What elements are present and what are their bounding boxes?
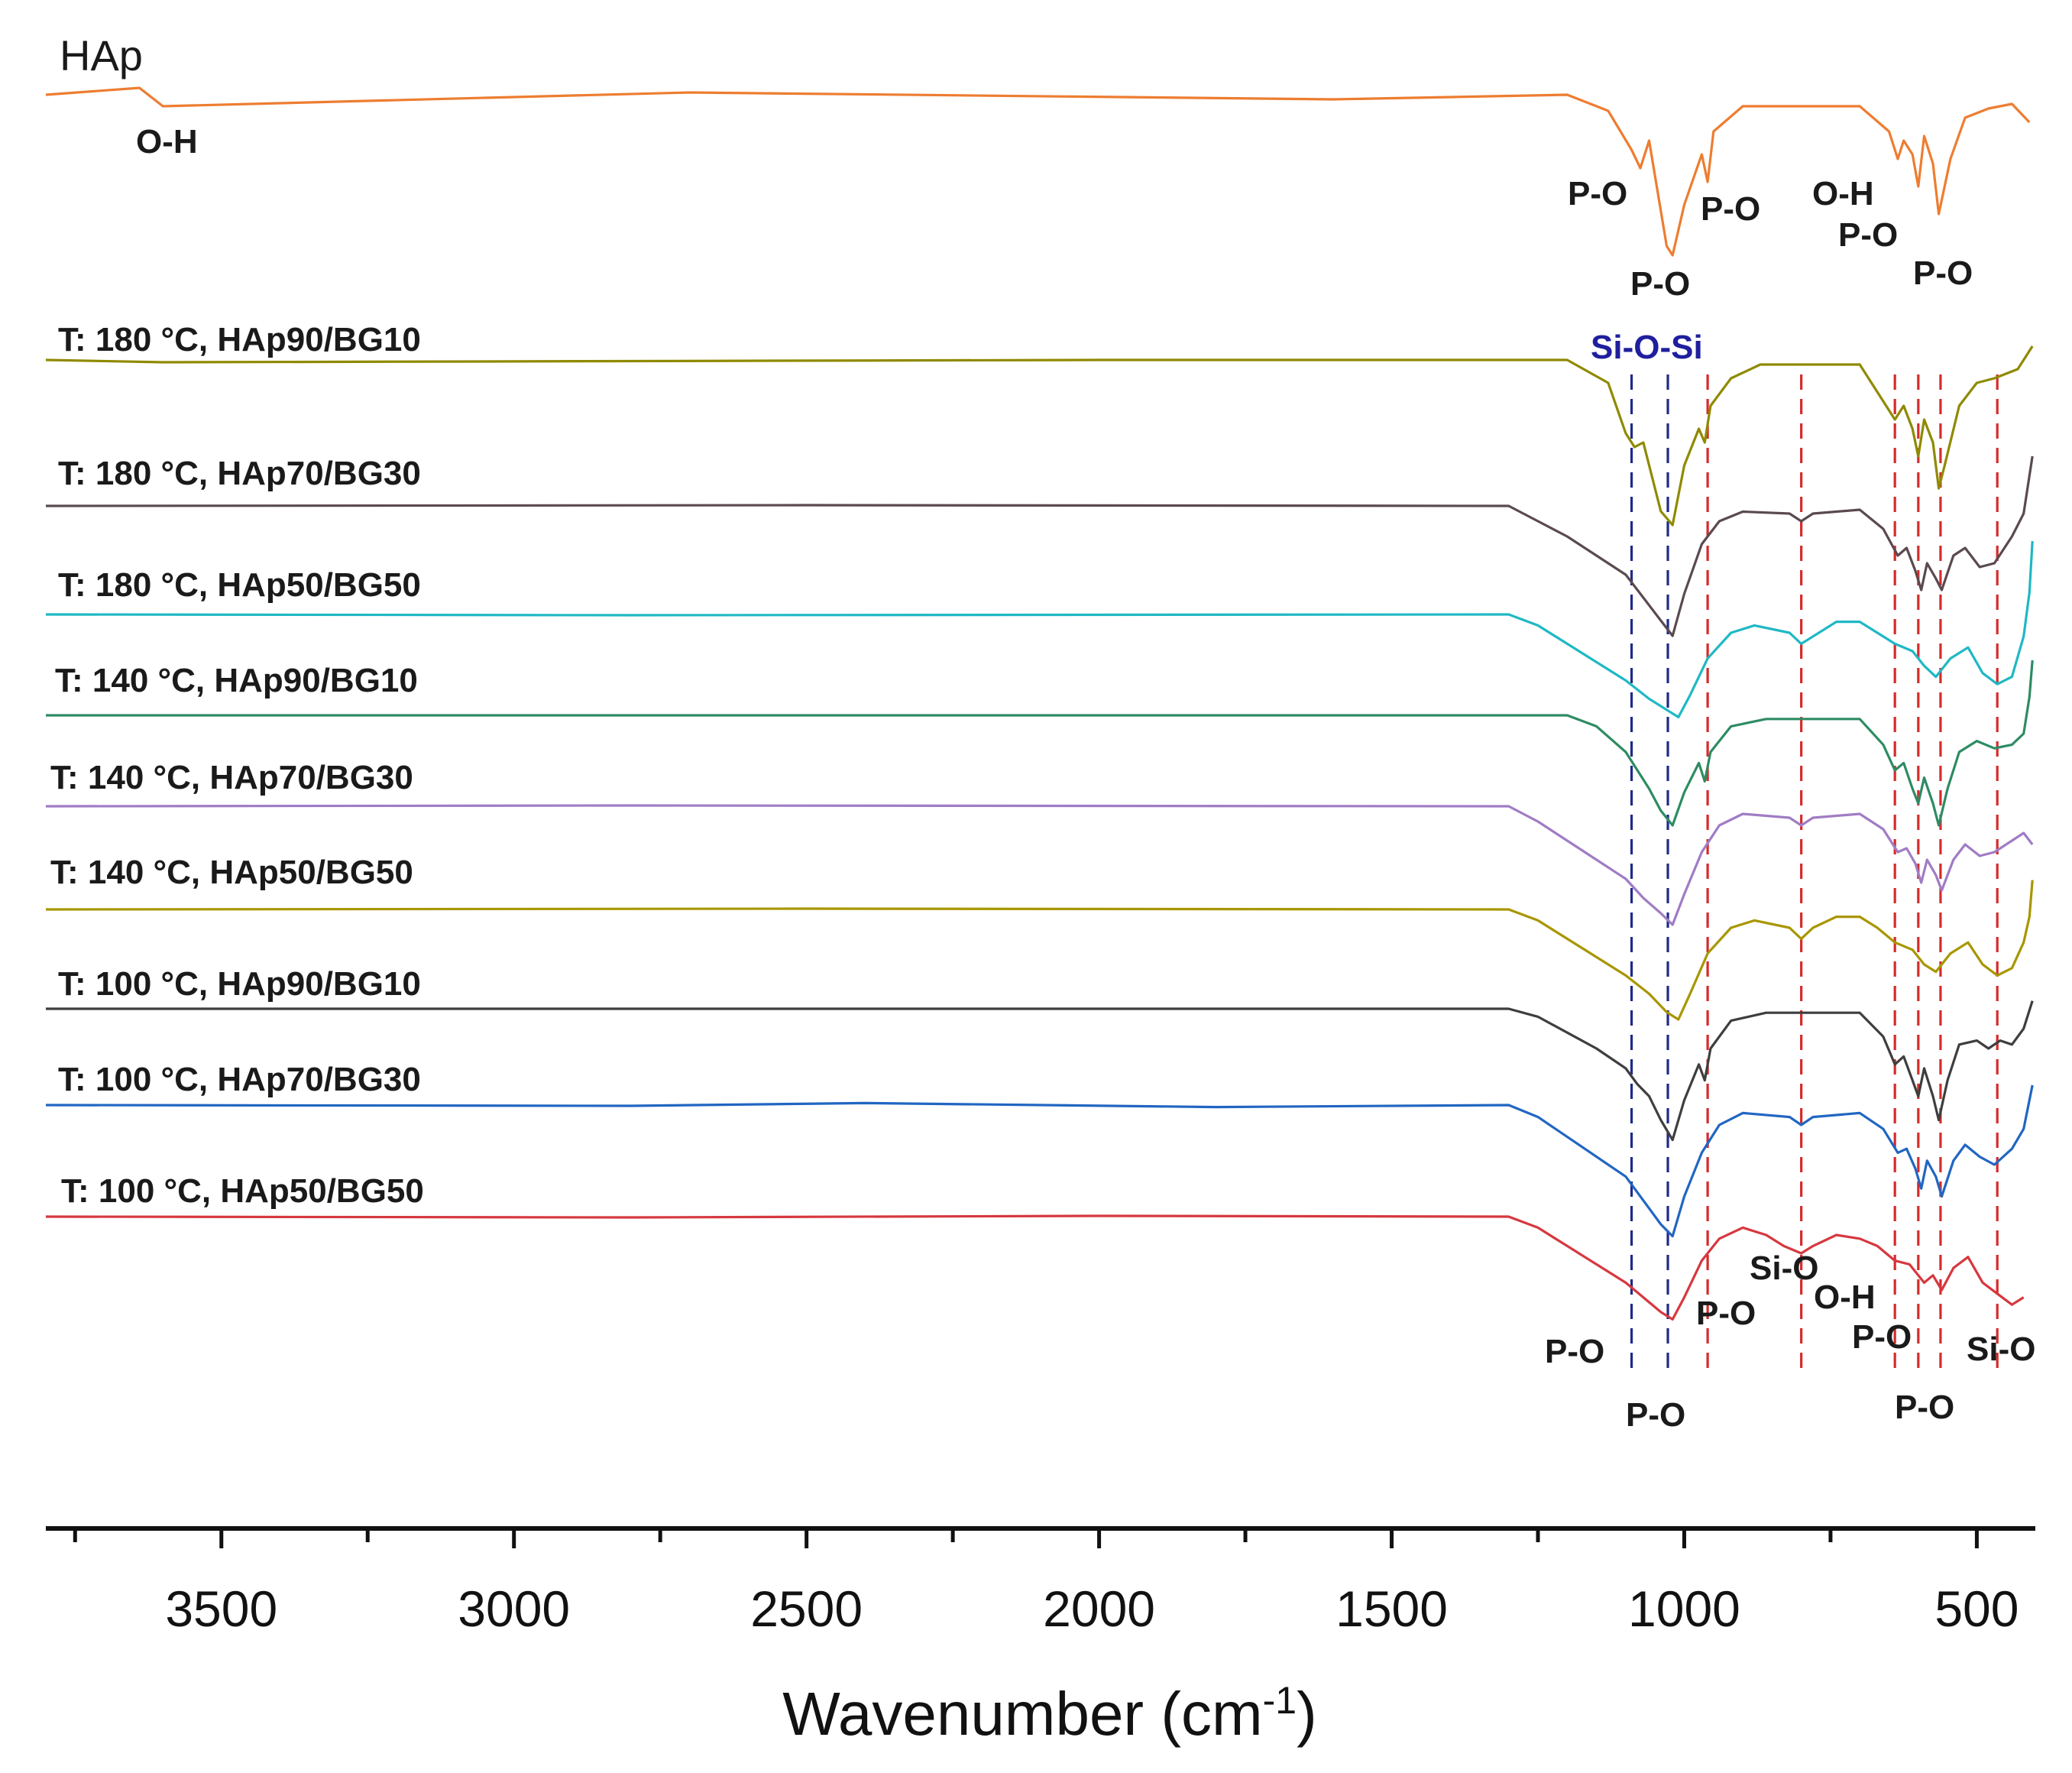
annotation-po-10: P-O	[1626, 1396, 1685, 1434]
annotation-po-6: P-O	[1696, 1295, 1756, 1332]
x-axis-title: Wavenumber (cm-1)	[782, 1679, 1316, 1748]
spectrum-line-4	[46, 660, 2034, 827]
spectrum-line-0	[45, 86, 2031, 257]
annotation-po-1: P-O	[1568, 175, 1627, 212]
series-label-3: T: 180 °C, HAp50/BG50	[58, 566, 421, 604]
x-axis: 3500 3000 2500 2000 1500 1000 500 Wavenumber (…	[46, 1526, 2035, 1748]
x-axis-title-close: )	[1297, 1680, 1317, 1748]
annotation-po-5: P-O	[1913, 254, 1973, 292]
annotation-po-3: P-O	[1630, 265, 1690, 303]
x-tick-label-3500: 3500	[165, 1580, 277, 1637]
x-axis-title-exponent: -1	[1263, 1679, 1297, 1722]
annotation-po-8: P-O	[1545, 1333, 1604, 1370]
series-labels: HAp T: 180 °C, HAp90/BG10 T: 180 °C, HAp…	[50, 31, 424, 1210]
series-label-5: T: 140 °C, HAp70/BG30	[50, 759, 413, 796]
spectrum-line-2	[45, 455, 2034, 637]
series-label-1: T: 180 °C, HAp90/BG10	[58, 321, 421, 358]
x-tick-label-500: 500	[1934, 1580, 2019, 1637]
annotation-po-9: P-O	[1895, 1389, 1954, 1426]
series-label-6: T: 140 °C, HAp50/BG50	[50, 854, 413, 891]
series-label-8: T: 100 °C, HAp70/BG30	[58, 1061, 421, 1098]
annotation-oh-hap: O-H	[136, 123, 198, 160]
spectrum-line-6	[45, 880, 2034, 1021]
annotation-po-2: P-O	[1701, 190, 1760, 228]
spectrum-line-8	[45, 1084, 2034, 1238]
annotation-si-o-2: Si-O	[1967, 1331, 2035, 1368]
x-axis-ticks: 3500 3000 2500 2000 1500 1000 500	[73, 1528, 2019, 1637]
spectrum-line-7	[46, 1000, 2034, 1142]
x-tick-label-1500: 1500	[1335, 1580, 1448, 1637]
x-axis-title-space	[1144, 1680, 1161, 1748]
spectrum-line-9	[45, 1214, 2025, 1321]
series-label-2: T: 180 °C, HAp70/BG30	[58, 455, 421, 492]
spectrum-line-3	[45, 540, 2034, 718]
annotation-si-o-si: Si-O-Si	[1591, 329, 1703, 366]
spectra	[45, 86, 2034, 1321]
spectrum-line-1	[45, 345, 2034, 527]
annotation-po-4: P-O	[1838, 216, 1898, 254]
annotation-oh-hap-2: O-H	[1812, 175, 1874, 212]
vertical-guides	[1630, 374, 1999, 1368]
series-label-9: T: 100 °C, HAp50/BG50	[61, 1172, 424, 1210]
x-axis-title-main: Wavenumber	[782, 1680, 1144, 1748]
x-axis-title-unit: (cm	[1161, 1680, 1262, 1748]
series-label-7: T: 100 °C, HAp90/BG10	[58, 965, 421, 1003]
x-tick-label-2000: 2000	[1043, 1580, 1155, 1637]
peak-annotations: O-H P-O P-O P-O O-H P-O P-O Si-O-Si Si-O…	[136, 123, 2035, 1434]
series-label-0: HAp	[60, 31, 143, 79]
x-tick-label-3000: 3000	[458, 1580, 570, 1637]
annotation-oh-2: O-H	[1814, 1279, 1876, 1316]
x-tick-label-2500: 2500	[750, 1580, 863, 1637]
annotation-si-o-1: Si-O	[1750, 1250, 1818, 1287]
series-label-4: T: 140 °C, HAp90/BG10	[55, 662, 418, 699]
x-tick-label-1000: 1000	[1628, 1580, 1740, 1637]
annotation-po-7: P-O	[1852, 1318, 1912, 1356]
spectrum-line-5	[45, 804, 2034, 926]
